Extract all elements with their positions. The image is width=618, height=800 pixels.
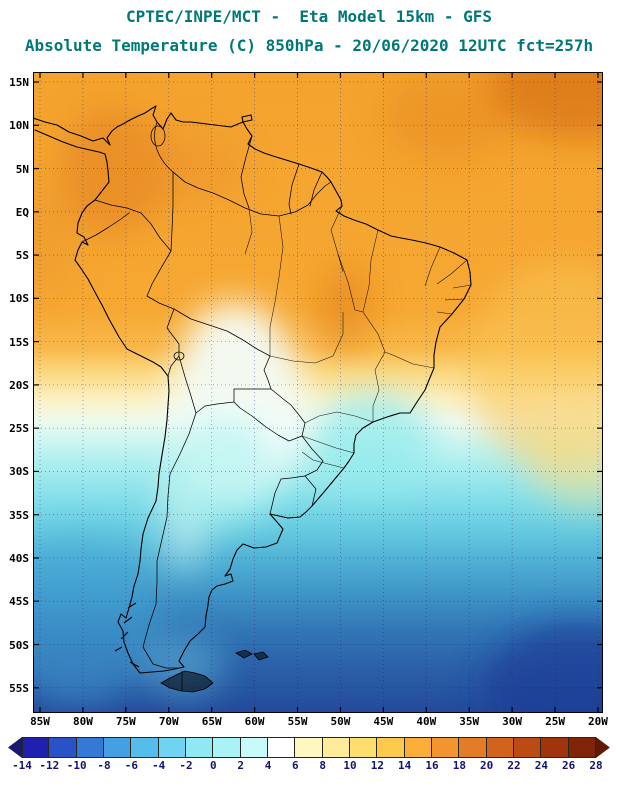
lon-tick-label: 25W [545,715,565,728]
colorbar-segment [158,737,186,758]
colorbar-value-label: -4 [152,759,166,772]
colorbar-value-label: 24 [534,759,548,772]
colorbar-value-label: -8 [97,759,111,772]
lat-tick-label: 35S [9,508,29,522]
colorbar-segment [322,737,350,758]
tierra-del-fuego-island [160,670,214,693]
colorbar-segment [76,737,104,758]
lon-tick-label: 35W [459,715,480,728]
colorbar-segment [295,737,323,758]
colorbar-value-label: 14 [398,759,412,772]
lon-tick-label: 20W [588,715,608,728]
state-borders [244,205,472,469]
lon-tick-label: 80W [72,715,93,728]
page-title-line1: CPTEC/INPE/MCT - Eta Model 15km - GFS [125,7,493,26]
colorbar-value-label: 0 [210,759,217,772]
colorbar-value-label: -2 [179,759,193,772]
map-border-frame [33,72,603,713]
lon-tick-label: 75W [115,715,136,728]
colorbar-value-label: 2 [237,759,244,772]
colorbar-segment [404,737,432,758]
colorbar-value-label: 18 [452,759,466,772]
colorbar-value-label: 12 [370,759,384,772]
colorbar-segment [513,737,542,758]
south-america-coastline [33,105,472,674]
colorbar-segment [240,737,268,758]
colorbar-segment [486,737,514,758]
colorbar-left-arrow [8,737,22,758]
colorbar-segment [213,737,241,758]
lat-tick-label: 25S [9,422,29,436]
page-title-line2: Absolute Temperature (C) 850hPa - 20/06/… [24,36,594,55]
temperature-colorbar [8,737,610,758]
colorbar-value-label: -12 [39,759,60,772]
latitude-axis: 15N 10N 5N EQ 5S 10S 15S 20S 25S 30S 35S 40S 45S 50S 5… [0,72,31,713]
colorbar-value-label: 16 [425,759,439,772]
colorbar-value-label: -10 [66,759,87,772]
colorbar-value-label: 10 [343,759,357,772]
longitude-axis: 85W 80W 75W 70W 65W 60W 55W 50W 45W 40W 35W 30W 25W 2… [30,715,608,730]
colorbar-segment [349,737,378,758]
temperature-anomaly-blobs [33,72,603,713]
colorbar-value-label: 4 [264,759,272,772]
colorbar-segment [103,737,132,758]
lat-tick-label: 50S [9,638,29,652]
colorbar-value-label: 20 [480,759,494,772]
colorbar-value-label: 26 [562,759,576,772]
trinidad-island [241,114,253,123]
colorbar-segment [431,737,460,758]
colorbar-tick-labels: -14 -12 -10 -8 -6 -4 -2 0 2 4 6 8 10 12 14 16 18 20 22 24 26… [8,760,610,773]
colorbar-value-label: 6 [292,759,299,772]
lat-tick-label: 5N [15,162,29,176]
colorbar-segment [22,737,50,758]
lat-tick-label: 55S [9,681,29,695]
colorbar-segment [377,737,405,758]
colorbar-segment [49,737,77,758]
south-america-temperature-map [33,72,603,713]
colorbar-segment [131,737,159,758]
chilean-fjords [114,602,140,668]
lat-tick-label: 10S [9,292,29,306]
colorbar-segment [568,737,596,758]
lat-tick-label: 30S [9,465,29,479]
lat-tick-label: EQ [15,205,29,219]
lat-tick-label: 5S [15,249,29,263]
coastlines-and-borders [33,105,472,693]
colorbar-value-label: 28 [589,759,603,772]
falkland-islands [235,649,269,661]
lon-tick-label: 65W [201,715,222,728]
lon-tick-label: 60W [244,715,265,728]
colorbar-value-label: -6 [124,759,138,772]
lat-tick-label: 45S [9,595,29,609]
header: CPTEC/INPE/MCT - Eta Model 15km - GFS Ab… [0,5,618,57]
lat-tick-label: 15S [9,335,29,349]
lon-tick-label: 45W [373,715,394,728]
lat-tick-label: 20S [9,378,29,392]
colorbar-segment [185,737,214,758]
colorbar-value-label: 8 [319,759,326,772]
colorbar-segment [267,737,296,758]
lat-tick-label: 10N [9,119,29,133]
lat-tick-label: 40S [9,551,29,565]
colorbar-value-label: -14 [12,759,32,772]
lon-tick-label: 55W [287,715,308,728]
lon-tick-label: 70W [158,715,179,728]
lon-tick-label: 50W [330,715,351,728]
country-borders [81,121,332,692]
colorbar-right-arrow [595,737,610,758]
colorbar-value-label: 22 [507,759,521,772]
lake-maracaibo [150,125,166,147]
lon-tick-label: 85W [30,715,50,728]
lon-tick-label: 40W [416,715,437,728]
map-frame [33,72,603,713]
lon-tick-label: 30W [502,715,523,728]
lat-tick-label: 15N [9,76,29,89]
colorbar-segment [459,737,487,758]
grid-lines [33,72,603,713]
colorbar-segment [541,737,569,758]
